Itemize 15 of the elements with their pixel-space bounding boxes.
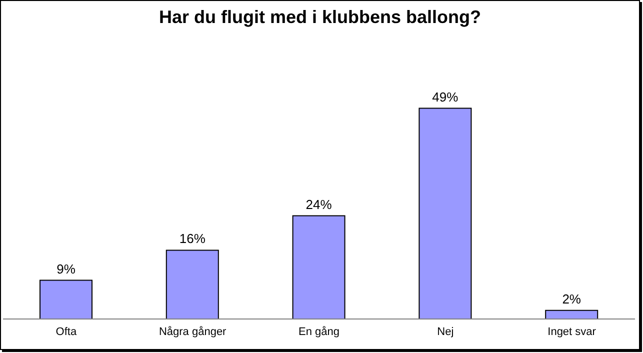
data-label: 24% [306, 196, 332, 212]
bar [418, 108, 472, 320]
data-label: 16% [179, 231, 206, 246]
x-tick-label: Några gånger [158, 326, 227, 338]
x-tick-label: Ofta [56, 326, 78, 338]
bar [40, 280, 92, 320]
data-label: 49% [432, 89, 459, 104]
bar [292, 215, 346, 320]
chart-title: Har du flugit med i klubbens ballong? [158, 7, 482, 28]
x-tick-label: Inget svar [548, 326, 596, 338]
bar [166, 250, 219, 320]
x-tick-label: En gång [298, 326, 340, 338]
data-label: 2% [562, 291, 582, 306]
data-label: 9% [56, 261, 76, 276]
x-tick-label: Nej [437, 326, 454, 338]
